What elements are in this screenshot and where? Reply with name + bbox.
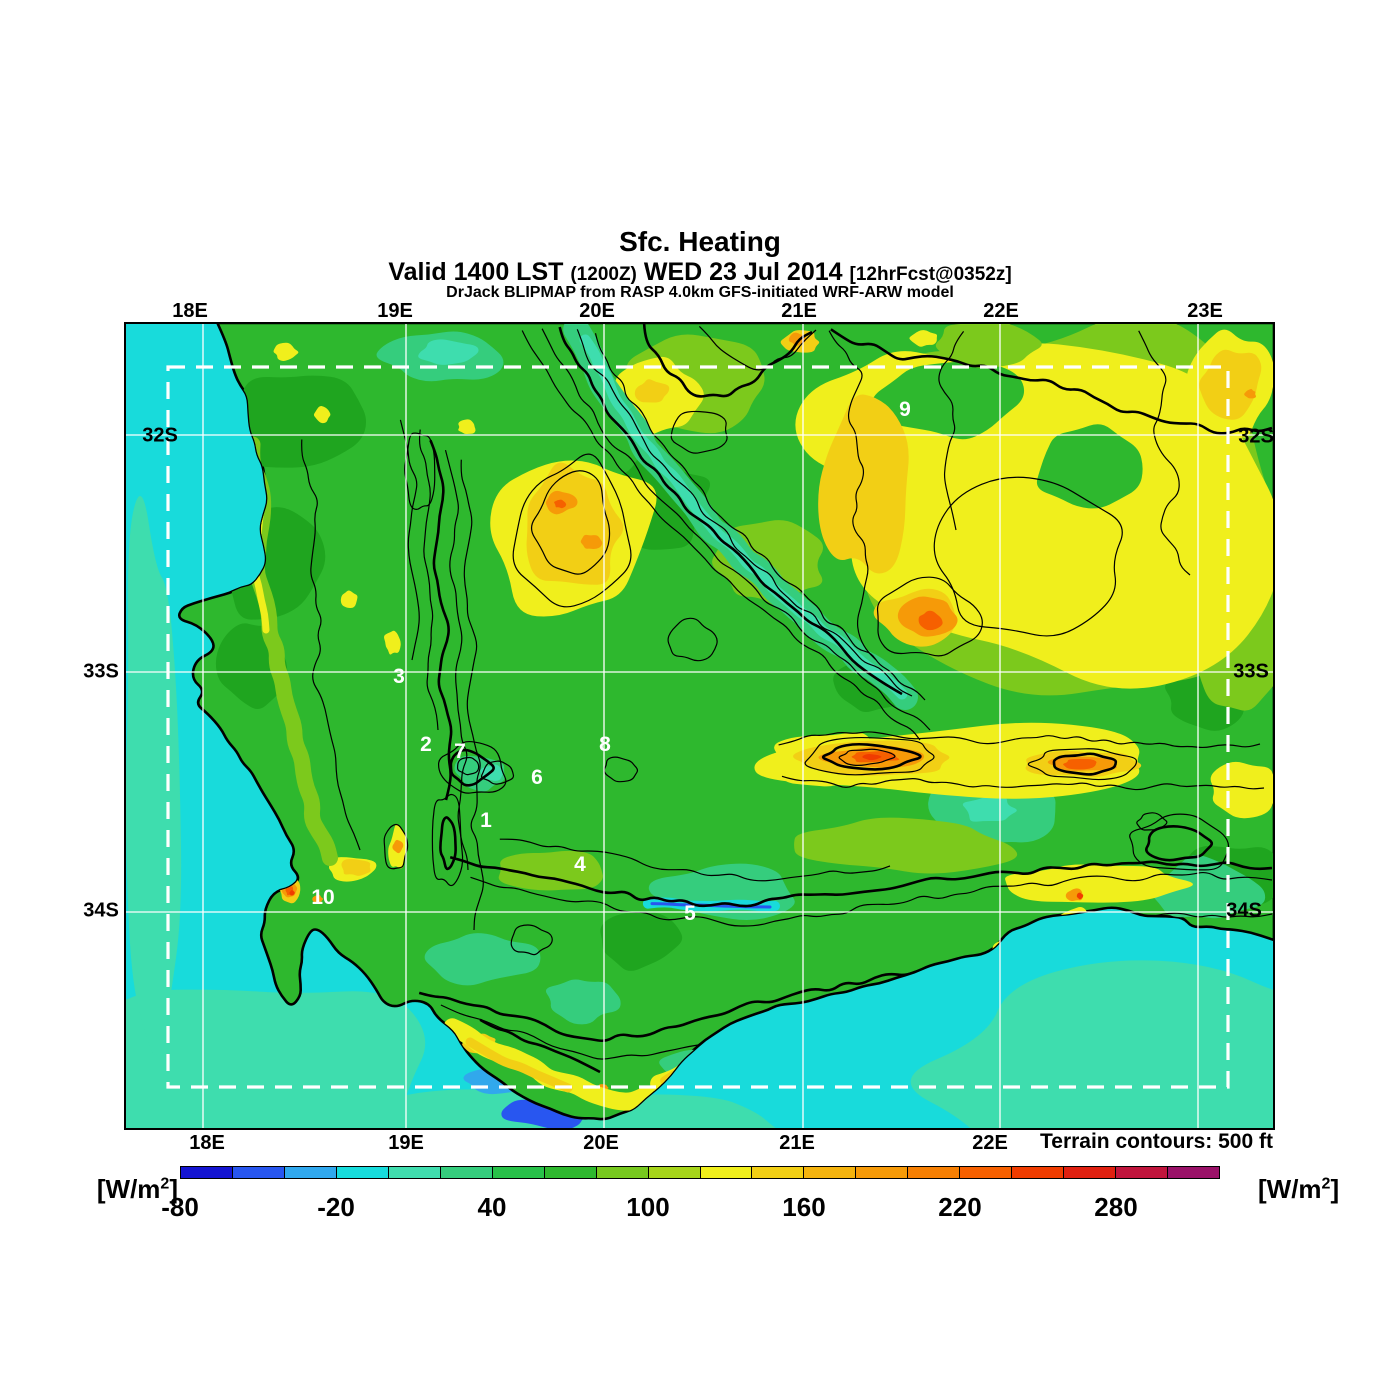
colorbar-tick: 100 [626,1192,670,1222]
colorbar-tick: 160 [782,1192,826,1222]
lat-label: 34S [83,899,119,922]
map-marker-9: 9 [899,397,911,421]
colorbar-segment-14 [907,1166,961,1179]
lon-label-top: 18E [172,300,208,322]
colorbar-segment-0 [180,1166,233,1179]
lon-label-bottom: 20E [583,1132,619,1154]
lat-label: 33S [1233,660,1269,683]
colorbar-segment-11 [751,1166,805,1179]
model-line: DrJack BLIPMAP from RASP 4.0km GFS-initi… [446,284,954,301]
unit-label-left: [W/m2] [96,1174,178,1204]
colorbar-segment-12 [803,1166,857,1179]
colorbar-segment-3 [335,1166,389,1179]
colorbar-segment-6 [491,1166,545,1179]
lon-label-bottom: 22E [972,1132,1008,1154]
colorbar-segment-1 [231,1166,285,1179]
lon-label-top: 22E [983,300,1019,322]
colorbar-tick: 280 [1094,1192,1138,1222]
lon-label-top: 21E [781,300,817,322]
colorbar-segment-13 [855,1166,909,1179]
map-frame [124,322,1275,1130]
page-title: Sfc. Heating [619,226,781,257]
lat-label: 32S [1238,425,1274,448]
colorbar-segment-16 [1011,1166,1065,1179]
colorbar-segment-4 [387,1166,441,1179]
map-marker-3: 3 [393,664,405,688]
lat-label: 33S [83,660,119,683]
lat-label: 34S [1226,899,1262,922]
lon-label-bottom: 21E [779,1132,815,1154]
forecast-tag: [12hrFcst@0352z] [849,264,1012,285]
graticule-layer [125,323,1274,1129]
valid-date: WED 23 Jul 2014 [643,258,843,286]
lon-label-top: 20E [579,300,615,322]
lon-label-top: 19E [377,300,413,322]
lon-label-top: 23E [1187,300,1223,322]
map-marker-1: 1 [480,808,492,832]
terrain-contour-layer [301,323,1273,1074]
colorbar-segment-15 [959,1166,1013,1179]
colorbar-segment-8 [595,1166,649,1179]
valid-time-line: Valid 1400 LST (1200Z) WED 23 Jul 2014 [… [0,258,1400,287]
colorbar-segment-17 [1063,1166,1117,1179]
map-marker-7: 7 [454,739,466,763]
valid-time: Valid 1400 LST [388,258,564,286]
colorbar-segment-10 [699,1166,753,1179]
unit-label-right: [W/m2] [1258,1174,1340,1204]
map-marker-2: 2 [420,732,432,756]
colorbar-segment-18 [1115,1166,1169,1179]
terrain-contours-note: Terrain contours: 500 ft [1040,1130,1273,1153]
colorbar-segment-7 [543,1166,597,1179]
colorbar-segment-5 [439,1166,493,1179]
lon-label-bottom: 19E [388,1132,424,1154]
colorbar-segment-19 [1167,1166,1221,1179]
colorbar-tick: -20 [317,1192,355,1222]
map-marker-4: 4 [574,852,586,876]
colorbar-tick: 40 [477,1192,507,1222]
lat-label: 32S [142,424,178,447]
colorbar-tick: 220 [938,1192,982,1222]
map-marker-6: 6 [531,765,543,789]
valid-zulu: (1200Z) [570,264,637,285]
map-marker-10: 10 [311,885,335,909]
lon-label-bottom: 18E [189,1132,225,1154]
heating-colorbar [180,1166,1221,1179]
colorbar-segment-9 [647,1166,701,1179]
map-marker-5: 5 [684,901,696,925]
colorbar-tick: -80 [161,1192,199,1222]
model-domain-box [166,365,1230,1089]
colorbar-segment-2 [283,1166,337,1179]
map-marker-8: 8 [599,732,611,756]
